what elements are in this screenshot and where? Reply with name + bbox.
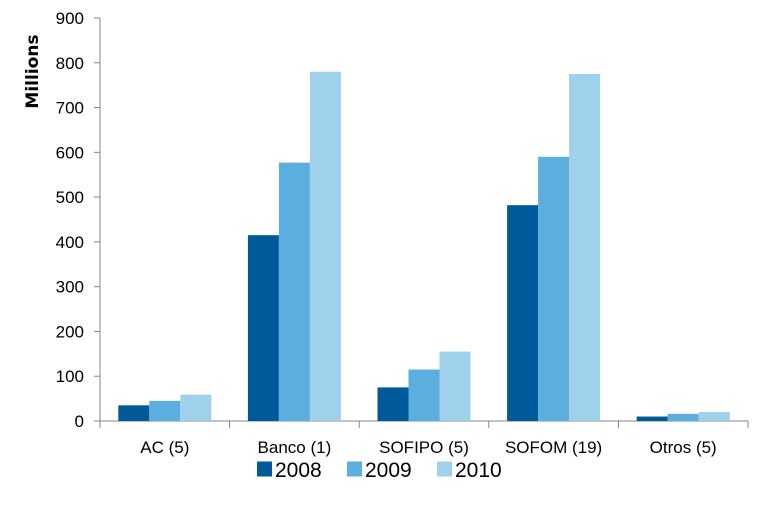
y-tick-label: 400: [56, 233, 84, 252]
y-tick-label: 600: [56, 143, 84, 162]
y-axis-title: Millions: [23, 34, 43, 108]
legend: 2008 2009 2010: [257, 459, 502, 482]
bar: [278, 162, 310, 422]
y-tick-label: 200: [56, 322, 84, 341]
y-tick-label: 100: [56, 367, 84, 386]
y-tick-label: 500: [56, 188, 84, 207]
legend-label: 2008: [275, 459, 322, 482]
y-tick-label: 0: [75, 412, 84, 431]
y-tick-label: 900: [56, 9, 84, 28]
x-tick-labels: AC (5) Banco (1) SOFIPO (5) SOFOM (19) Otros…: [140, 438, 716, 457]
bar: [247, 235, 279, 421]
bar: [569, 73, 601, 421]
legend-label: 2009: [365, 459, 412, 482]
y-tick-label: 300: [56, 278, 84, 297]
legend-label: 2010: [455, 459, 502, 482]
bar: [636, 416, 668, 421]
x-tick-label: SOFOM (19): [505, 438, 602, 457]
x-tick-label: Banco (1): [258, 438, 332, 457]
x-tick-label: SOFIPO (5): [379, 438, 469, 457]
bar: [309, 71, 341, 421]
legend-swatch: [347, 461, 362, 477]
bars: [118, 71, 730, 422]
bar: [377, 387, 409, 421]
legend-swatch: [257, 461, 272, 477]
bar: [538, 156, 570, 422]
bar: [118, 405, 150, 421]
y-tick-labels: 0 100 200 300 400 500 600 700 800 900: [56, 9, 84, 431]
bar: [408, 369, 440, 421]
y-tick-label: 800: [56, 54, 84, 73]
y-tick-label: 700: [56, 99, 84, 118]
bar: [698, 412, 730, 421]
bar: [180, 394, 212, 421]
bar: [667, 413, 699, 421]
bar: [149, 400, 181, 421]
bar: [439, 351, 471, 421]
x-tick-label: AC (5): [140, 438, 189, 457]
axes: [94, 17, 749, 428]
bar: [507, 205, 539, 421]
legend-swatch: [437, 461, 452, 477]
x-tick-label: Otros (5): [650, 438, 717, 457]
